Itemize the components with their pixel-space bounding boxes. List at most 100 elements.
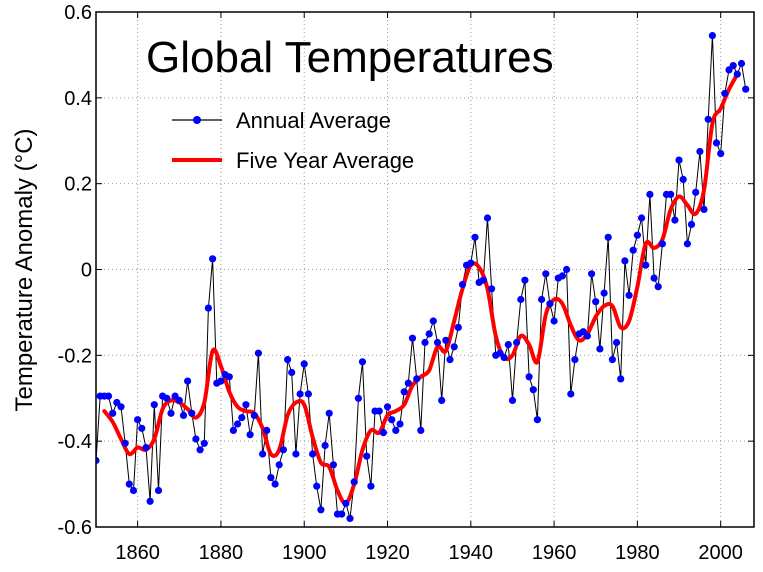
annual-average-point [284,356,292,364]
plot-series [96,31,750,523]
annual-average-point [721,89,729,98]
annual-average-point [338,510,346,518]
annual-average-point [275,461,283,469]
annual-average-point [513,338,521,347]
annual-average-point [729,62,737,70]
series-group [96,31,750,523]
annual-average-point [317,506,325,514]
y-tick-label: 0.4 [64,88,92,110]
y-tick-label: 0.6 [64,2,92,24]
annual-average-point [708,31,717,40]
annual-average-point [542,270,550,278]
annual-average-point [467,259,475,267]
annual-average-point [325,409,333,417]
annual-average-point [454,323,462,331]
annual-average-point [613,338,621,347]
annual-average-point [321,441,329,450]
annual-average-point [217,377,225,385]
annual-average-point [617,375,625,383]
annual-average-point [737,59,746,68]
annual-average-point [267,474,275,482]
annual-average-point [550,317,558,325]
y-tick-label: -0.6 [58,517,92,539]
annual-average-point [538,295,546,304]
y-tick-label: -0.4 [58,431,92,453]
annual-average-point [350,478,358,486]
annual-average-point [179,411,188,419]
annual-average-point [134,416,142,424]
annual-average-point [621,257,629,265]
annual-average-point [733,70,741,78]
annual-average-point [667,190,675,198]
annual-average-point [508,396,517,404]
annual-average-point [633,231,642,239]
annual-average-point [121,439,129,447]
annual-average-point [433,338,442,347]
annual-average-point [442,336,450,344]
annual-average-point [521,276,529,284]
annual-average-point [417,426,425,434]
annual-average-point [263,426,271,434]
annual-average-point [288,368,296,377]
annual-average-point [525,373,533,381]
annual-average-point [354,394,362,402]
x-tick-label: 1860 [115,542,160,564]
x-tick-label: 1980 [615,542,660,564]
annual-average-point [259,450,267,458]
annual-average-point [154,486,163,495]
annual-average-point [225,373,233,381]
annual-average-point [388,416,396,424]
annual-average-point [679,175,687,183]
annual-average-point [421,338,429,347]
annual-average-point [175,396,183,404]
annual-average-point [588,270,596,278]
annual-average-point [500,353,508,362]
annual-average-point [488,285,496,293]
annual-average-point [638,214,646,222]
annual-average-point [200,439,208,447]
legend-five-year-label: Five Year Average [236,148,414,173]
annual-average-point [671,216,679,224]
annual-average-point [742,85,750,93]
annual-average-point [163,394,171,402]
annual-average-point [138,424,146,432]
y-tick-label: 0 [81,260,92,282]
annual-average-point [504,341,512,349]
annual-average-point [529,386,537,394]
annual-average-point [471,233,479,241]
annual-average-point [204,304,212,312]
legend-annual-label: Annual Average [236,108,391,133]
annual-average-point [254,349,262,357]
annual-average-point [238,414,246,422]
annual-average-point [396,420,404,428]
annual-average-point [654,283,662,291]
x-tick-label: 1920 [365,542,410,564]
annual-average-point [483,214,492,222]
annual-average-point [367,482,375,490]
y-tick-label: 0.2 [64,174,92,196]
annual-average-point [458,280,467,289]
annual-average-point [600,289,608,297]
annual-average-point [271,480,279,488]
legend-annual-marker [193,116,201,124]
annual-average-point [109,409,117,417]
five-year-average-line [102,72,740,506]
annual-average-point [517,295,525,304]
annual-average-point [592,298,600,306]
annual-average-point [313,482,321,490]
legend: Annual Average Five Year Average [172,108,414,173]
annual-average-point [700,205,708,213]
x-tick-label: 1940 [449,542,494,564]
annual-average-point [296,390,304,398]
annual-average-point [629,246,637,254]
annual-average-point [712,139,721,147]
annual-average-line [96,35,747,519]
annual-average-point [196,446,204,454]
annual-average-point [246,431,254,439]
annual-average-point [404,379,412,387]
annual-average-point [692,188,700,196]
annual-average-point [696,147,704,156]
annual-average-point [309,450,317,458]
annual-average-point [279,446,287,454]
